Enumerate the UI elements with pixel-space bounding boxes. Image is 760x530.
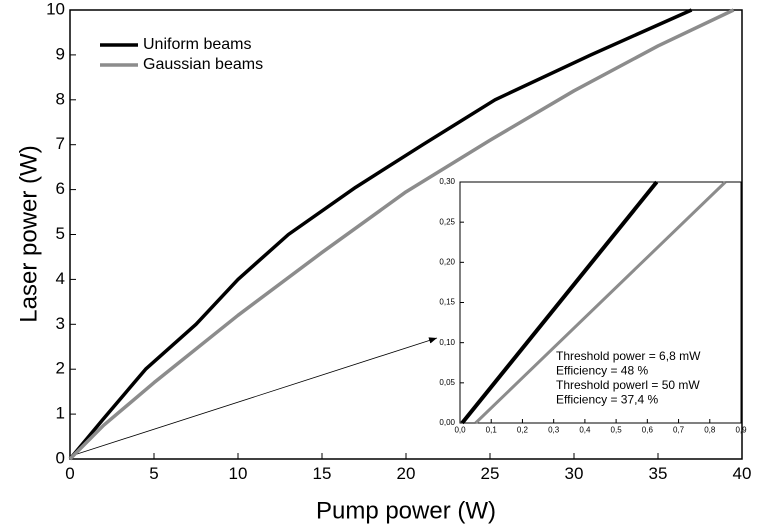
series-line [460,180,659,425]
x-tick-label: 20 [397,464,416,483]
y-tick-label: 3 [56,314,65,333]
series-line [474,180,727,425]
y-tick-label: 0 [56,448,65,467]
y-tick-label: 0,10 [439,338,455,347]
x-tick-label: 30 [565,464,584,483]
x-tick-label: 5 [149,464,158,483]
annotation: Threshold power = 6,8 mW [556,349,701,363]
y-tick-label: 5 [56,224,65,243]
x-tick-label: 0,7 [673,425,685,434]
y-tick-label: 2 [56,359,65,378]
y-tick-label: 0,30 [439,177,455,186]
x-tick-label: 0,0 [454,425,466,434]
y-tick-label: 9 [56,44,65,63]
y-tick-label: 4 [56,269,65,288]
annotation: Efficiency = 37,4 % [556,393,659,407]
x-tick-label: 0,4 [579,425,591,434]
x-tick-label: 0,3 [548,425,560,434]
y-tick-label: 0,25 [439,217,455,226]
y-axis-label: Laser power (W) [15,145,42,322]
x-tick-label: 0,2 [517,425,529,434]
x-axis-label: Pump power (W) [316,497,496,524]
y-tick-label: 0,20 [439,257,455,266]
legend-label: Gaussian beams [143,56,263,73]
x-tick-label: 0,6 [642,425,654,434]
x-tick-label: 0,5 [611,425,623,434]
y-tick-label: 1 [56,404,65,423]
y-tick-label: 0,00 [439,418,455,427]
series-line [68,8,735,461]
inset-arrow [73,337,438,456]
x-tick-label: 40 [733,464,752,483]
legend-label: Uniform beams [143,36,251,53]
y-tick-label: 10 [46,0,65,18]
x-tick-label: 0,8 [704,425,716,434]
y-tick-label: 0,15 [439,298,455,307]
inset-frame [459,181,742,424]
y-tick-label: 6 [56,179,65,198]
x-tick-label: 0,1 [486,425,498,434]
x-tick-label: 0,9 [735,425,747,434]
y-tick-label: 7 [56,134,65,153]
x-tick-label: 25 [481,464,500,483]
y-tick-label: 0,05 [439,378,455,387]
x-tick-label: 15 [313,464,332,483]
x-tick-label: 35 [649,464,668,483]
x-tick-label: 0 [65,464,74,483]
series-line [68,8,693,461]
y-tick-label: 8 [56,89,65,108]
annotation: Efficiency = 48 % [556,364,648,378]
annotation: Threshold powerl = 50 mW [556,378,700,392]
x-tick-label: 10 [229,464,248,483]
